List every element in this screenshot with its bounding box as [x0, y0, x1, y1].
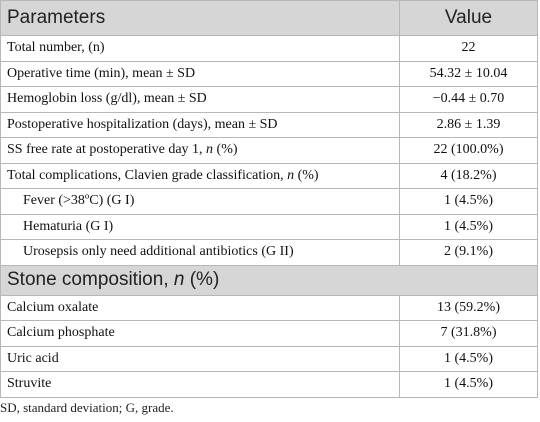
row: Total complications, Clavien grade class… [0, 162, 538, 189]
table: Parameters Value Total number, (n) 22 Ope… [0, 0, 538, 398]
value: 1 (4.5%) [399, 188, 538, 215]
text: SS free rate at postoperative day 1, [7, 142, 207, 158]
text: Hemoglobin loss (g/dl), mean ± SD [7, 91, 207, 107]
text: Hematuria (G I) [23, 218, 114, 234]
text: (%) [213, 142, 238, 158]
row: Fever (>38ºC) (G I) 1 (4.5%) [0, 188, 538, 215]
value: −0.44 ± 0.70 [399, 86, 538, 113]
row: Calcium phosphate 7 (31.8%) [0, 320, 538, 347]
section-title: Stone composition, n (%) [0, 264, 538, 296]
row: Uric acid 1 (4.5%) [0, 345, 538, 372]
text: Total complications, Clavien grade class… [7, 167, 288, 183]
label: Total complications, Clavien grade class… [0, 162, 400, 189]
value: 13 (59.2%) [399, 294, 538, 321]
value: 2 (9.1%) [399, 239, 538, 266]
label: Calcium oxalate [0, 294, 400, 321]
row: Postoperative hospitalization (days), me… [0, 111, 538, 138]
text: n [287, 167, 295, 183]
value: 2.86 ± 1.39 [399, 111, 538, 138]
text: Calcium phosphate [7, 325, 115, 341]
text: Operative time (min), mean ± SD [7, 65, 196, 81]
label: Total number, (n) [0, 35, 400, 62]
text: Stone composition, [7, 269, 174, 290]
value: 1 (4.5%) [399, 371, 538, 398]
label: Postoperative hospitalization (days), me… [0, 111, 400, 138]
value: 54.32 ± 10.04 [399, 60, 538, 87]
text: Urosepsis only need additional antibioti… [23, 244, 294, 260]
value: 22 (100.0%) [399, 137, 538, 164]
header-cell: Parameters [0, 0, 400, 36]
text: (%) [294, 167, 319, 183]
value: 22 [399, 35, 538, 62]
label: Operative time (min), mean ± SD [0, 60, 400, 87]
label: Struvite [0, 371, 400, 398]
label: Hematuria (G I) [0, 213, 400, 240]
text: n [173, 269, 185, 290]
text: Uric acid [7, 350, 59, 366]
value: 4 (18.2%) [399, 162, 538, 189]
value: 7 (31.8%) [399, 320, 538, 347]
text: Struvite [7, 376, 52, 392]
text: n [206, 142, 214, 158]
label: Uric acid [0, 345, 400, 372]
row: Hematuria (G I) 1 (4.5%) [0, 213, 538, 240]
text: (%) [184, 269, 220, 290]
header-cell: Value [399, 0, 538, 36]
text: Postoperative hospitalization (days), me… [7, 116, 278, 132]
row: Total number, (n) 22 [0, 35, 538, 62]
label: Hemoglobin loss (g/dl), mean ± SD [0, 86, 400, 113]
text: Total number, (n) [7, 40, 105, 56]
label: Calcium phosphate [0, 320, 400, 347]
text: Calcium oxalate [7, 299, 99, 315]
text: Fever (>38ºC) (G I) [23, 193, 135, 209]
row: Urosepsis only need additional antibioti… [0, 239, 538, 266]
section-row: Stone composition, n (%) [0, 264, 538, 296]
row: SS free rate at postoperative day 1, n (… [0, 137, 538, 164]
row: Struvite 1 (4.5%) [0, 371, 538, 398]
row: Calcium oxalate 13 (59.2%) [0, 294, 538, 321]
value: 1 (4.5%) [399, 345, 538, 372]
label: Urosepsis only need additional antibioti… [0, 239, 400, 266]
row: Operative time (min), mean ± SD 54.32 ± 1… [0, 60, 538, 87]
label: Fever (>38ºC) (G I) [0, 188, 400, 215]
footnote: SD, standard deviation; G, grade. [0, 400, 174, 415]
value: 1 (4.5%) [399, 213, 538, 240]
label: SS free rate at postoperative day 1, n (… [0, 137, 400, 164]
header-row: Parameters Value [0, 0, 538, 36]
row: Hemoglobin loss (g/dl), mean ± SD −0.44 ±… [0, 86, 538, 113]
